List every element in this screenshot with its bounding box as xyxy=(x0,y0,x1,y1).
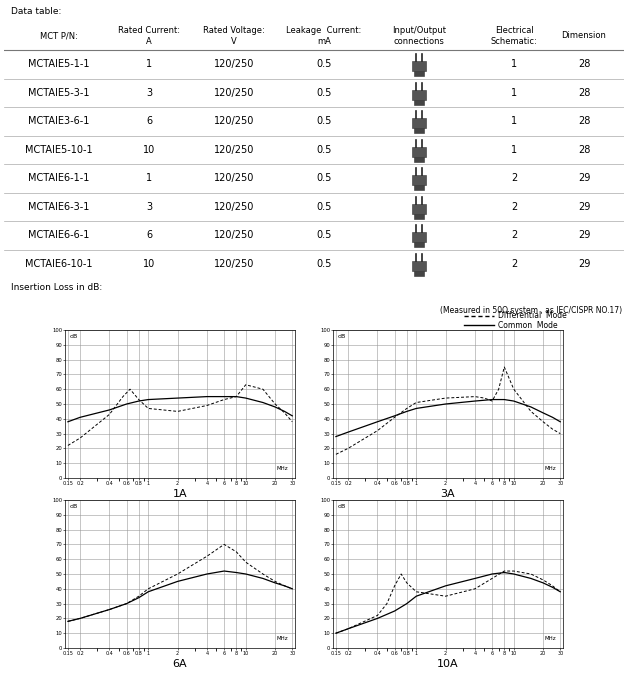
Text: 0.5: 0.5 xyxy=(317,145,332,155)
Text: 3: 3 xyxy=(146,88,152,98)
Text: Insertion Loss in dB:: Insertion Loss in dB: xyxy=(11,283,103,292)
Text: 120/250: 120/250 xyxy=(214,116,254,126)
Text: 0.5: 0.5 xyxy=(317,202,332,212)
Text: 29: 29 xyxy=(578,202,590,212)
Text: 28: 28 xyxy=(578,59,590,69)
Text: 0.5: 0.5 xyxy=(317,258,332,269)
Text: 29: 29 xyxy=(578,173,590,183)
Bar xyxy=(414,185,424,191)
Text: 2: 2 xyxy=(511,173,517,183)
Text: 1: 1 xyxy=(511,145,517,155)
Text: 0.5: 0.5 xyxy=(317,88,332,98)
Text: 0.5: 0.5 xyxy=(317,116,332,126)
Text: dB: dB xyxy=(338,335,346,340)
Text: MCT P/N:: MCT P/N: xyxy=(40,31,78,40)
Text: MCTAIE6-6-1: MCTAIE6-6-1 xyxy=(28,230,90,240)
Text: 3A: 3A xyxy=(441,489,455,499)
Bar xyxy=(412,175,426,185)
Text: Input/Output
connections: Input/Output connections xyxy=(392,26,446,46)
Text: MCTAIE5-10-1: MCTAIE5-10-1 xyxy=(25,145,93,155)
Bar xyxy=(412,61,426,71)
Text: 120/250: 120/250 xyxy=(214,230,254,240)
Text: 120/250: 120/250 xyxy=(214,173,254,183)
Text: MCTAIE3-6-1: MCTAIE3-6-1 xyxy=(28,116,90,126)
Text: 6: 6 xyxy=(146,116,152,126)
Text: 1: 1 xyxy=(511,59,517,69)
Text: MCTAIE5-1-1: MCTAIE5-1-1 xyxy=(28,59,90,69)
Text: 2: 2 xyxy=(511,258,517,269)
Text: MHz: MHz xyxy=(276,466,288,471)
Text: MHz: MHz xyxy=(276,635,288,640)
Text: Differential  Mode: Differential Mode xyxy=(498,311,566,320)
Text: 28: 28 xyxy=(578,145,590,155)
Text: Leakage  Current:
mA: Leakage Current: mA xyxy=(286,26,362,46)
Bar xyxy=(412,147,426,157)
Text: MCTAIE6-1-1: MCTAIE6-1-1 xyxy=(28,173,90,183)
Text: Data table:: Data table: xyxy=(11,8,62,17)
Bar xyxy=(414,71,424,76)
Text: dB: dB xyxy=(338,505,346,509)
Text: Dimension: Dimension xyxy=(561,31,607,40)
Text: 1: 1 xyxy=(146,173,152,183)
Bar xyxy=(414,100,424,105)
Text: 2: 2 xyxy=(511,230,517,240)
Text: 120/250: 120/250 xyxy=(214,59,254,69)
Text: (Measured in 50Ω system , as IEC/CISPR NO.17): (Measured in 50Ω system , as IEC/CISPR N… xyxy=(440,306,622,315)
Bar xyxy=(412,204,426,213)
Text: 120/250: 120/250 xyxy=(214,88,254,98)
Text: MHz: MHz xyxy=(544,635,556,640)
Bar xyxy=(412,90,426,100)
Text: 3: 3 xyxy=(146,202,152,212)
Bar xyxy=(414,271,424,276)
Text: 1: 1 xyxy=(146,59,152,69)
Text: 6A: 6A xyxy=(173,659,187,669)
Text: 0.5: 0.5 xyxy=(317,230,332,240)
Bar xyxy=(414,243,424,247)
Text: Rated Current:
A: Rated Current: A xyxy=(118,26,180,46)
Text: 28: 28 xyxy=(578,88,590,98)
Text: dB: dB xyxy=(70,505,78,509)
Bar xyxy=(412,261,426,271)
Bar xyxy=(414,157,424,161)
Text: 0.5: 0.5 xyxy=(317,59,332,69)
Text: 120/250: 120/250 xyxy=(214,258,254,269)
Text: 6: 6 xyxy=(146,230,152,240)
Text: 28: 28 xyxy=(578,116,590,126)
Text: 1: 1 xyxy=(511,116,517,126)
Text: 120/250: 120/250 xyxy=(214,145,254,155)
Text: Common  Mode: Common Mode xyxy=(498,320,558,329)
Text: dB: dB xyxy=(70,335,78,340)
Bar xyxy=(414,213,424,219)
Bar xyxy=(412,119,426,128)
Text: 1: 1 xyxy=(511,88,517,98)
Bar xyxy=(414,128,424,133)
Text: MCTAIE6-10-1: MCTAIE6-10-1 xyxy=(25,258,93,269)
Text: MCTAIE5-3-1: MCTAIE5-3-1 xyxy=(28,88,90,98)
Text: 2: 2 xyxy=(511,202,517,212)
Text: 29: 29 xyxy=(578,230,590,240)
Text: MHz: MHz xyxy=(544,466,556,471)
Text: 10: 10 xyxy=(143,258,155,269)
Text: Rated Voltage:
V: Rated Voltage: V xyxy=(203,26,265,46)
Text: 10: 10 xyxy=(143,145,155,155)
Text: 29: 29 xyxy=(578,258,590,269)
Bar xyxy=(412,232,426,243)
Text: 0.5: 0.5 xyxy=(317,173,332,183)
Text: 1A: 1A xyxy=(173,489,187,499)
Text: Electrical
Schematic:: Electrical Schematic: xyxy=(490,26,538,46)
Text: 120/250: 120/250 xyxy=(214,202,254,212)
Text: 10A: 10A xyxy=(437,659,459,669)
Text: MCTAIE6-3-1: MCTAIE6-3-1 xyxy=(28,202,90,212)
